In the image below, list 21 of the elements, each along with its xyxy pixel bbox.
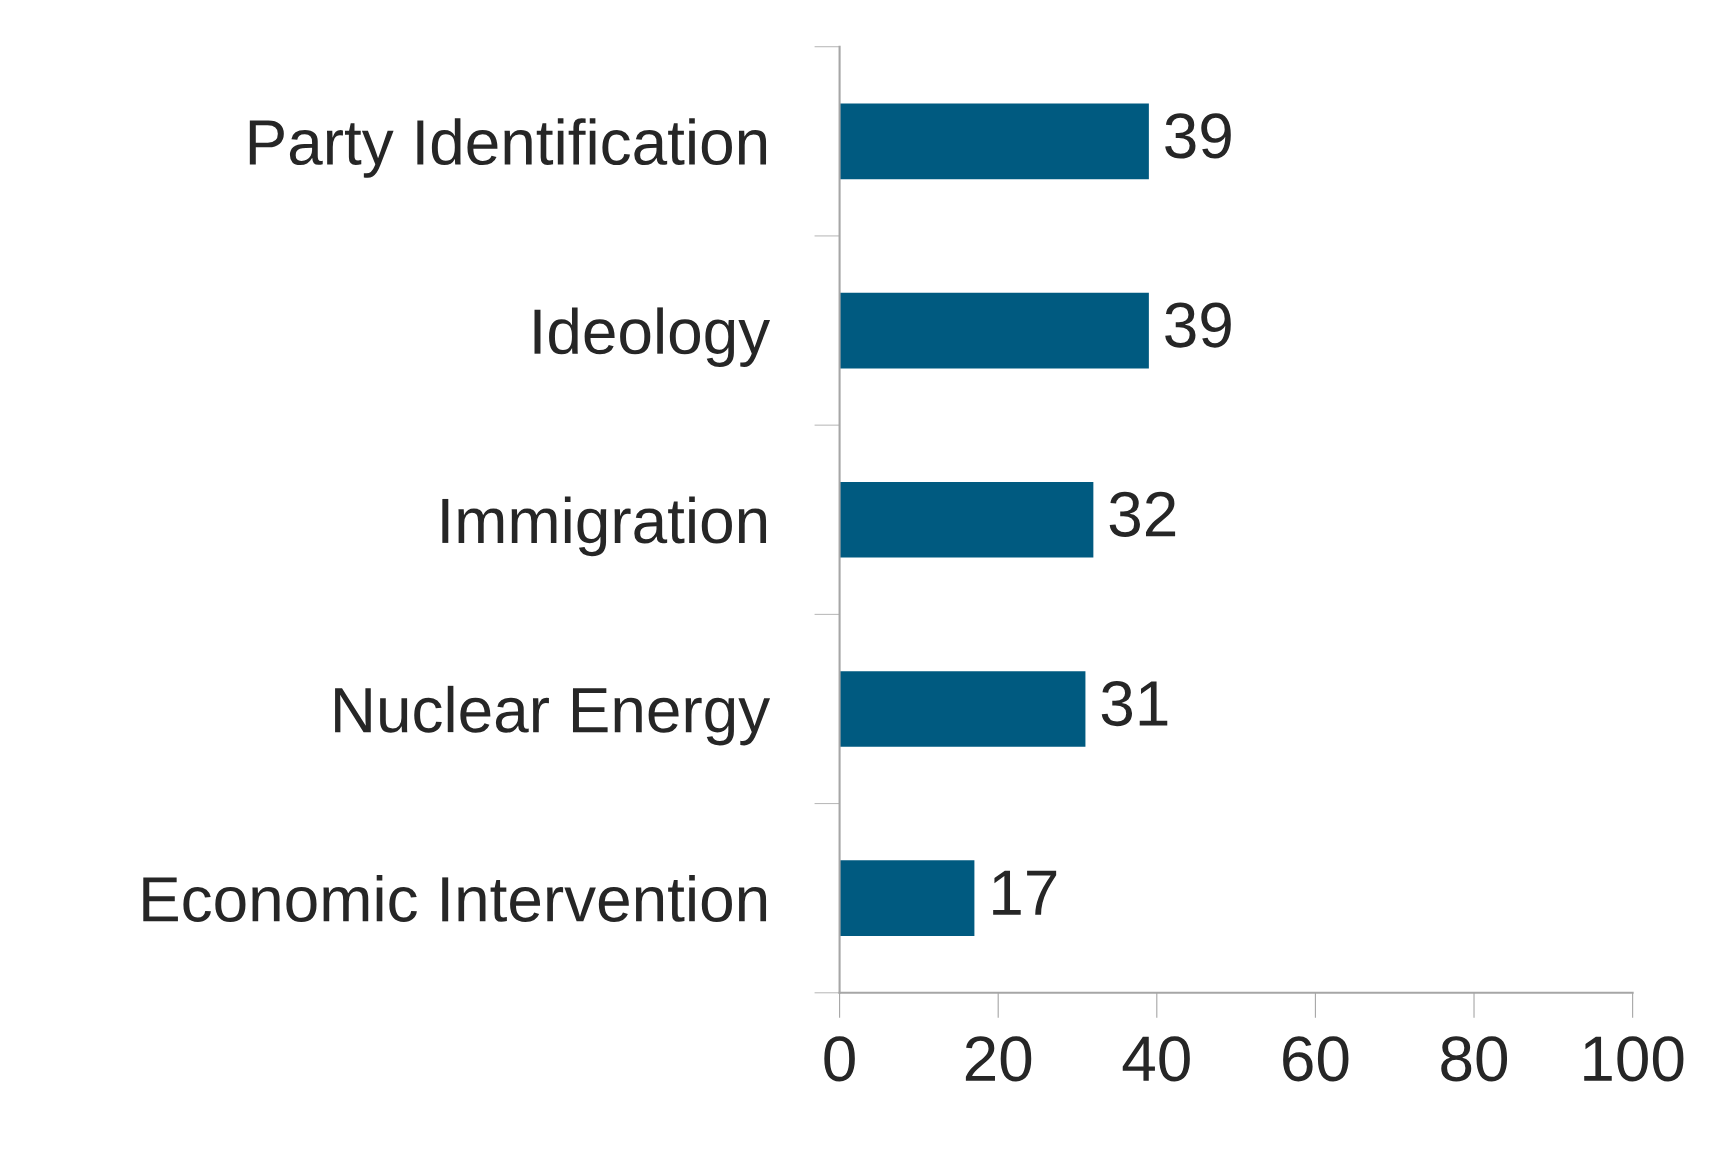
bar	[839, 671, 1086, 747]
data-label: 39	[1165, 302, 1231, 348]
x-tick-label: 80	[1441, 1036, 1508, 1082]
x-tick-label: 40	[1122, 1036, 1190, 1082]
y-tick-label: Nuclear Energy	[335, 685, 771, 746]
x-tick-label: 20	[965, 1036, 1032, 1082]
data-label: 17	[993, 870, 1057, 915]
x-tick-label: 60	[1283, 1036, 1349, 1082]
bar	[839, 103, 1149, 180]
bar	[839, 292, 1149, 369]
y-tick-label: Party Identification	[249, 118, 767, 178]
y-tick-label: Economic Intervention	[143, 875, 767, 922]
x-tick-label: 0	[824, 1036, 855, 1082]
data-label: 31	[1101, 680, 1168, 727]
bar	[839, 481, 1094, 558]
x-tick-label: 100	[1584, 1036, 1684, 1082]
data-label: 32	[1109, 491, 1176, 537]
y-tick-label: Immigration	[442, 496, 767, 557]
data-label: 39	[1165, 113, 1231, 159]
y-tick-label: Ideology	[534, 307, 771, 367]
bar	[839, 860, 975, 937]
